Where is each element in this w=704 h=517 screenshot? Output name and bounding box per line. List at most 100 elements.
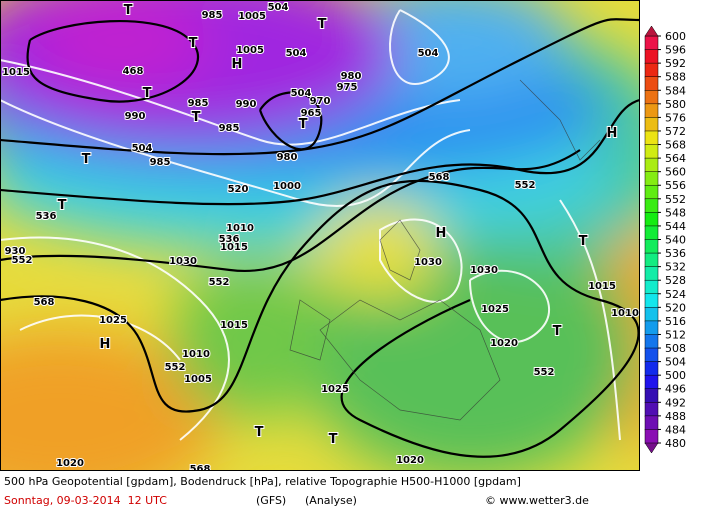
map-label: 1000 xyxy=(273,181,301,192)
map-label: T xyxy=(553,324,562,339)
colorbar-swatch xyxy=(644,157,659,173)
colorbar-label: 516 xyxy=(665,315,686,328)
map-label: H xyxy=(232,57,243,72)
colorbar-swatch xyxy=(644,279,659,295)
map-label: 990 xyxy=(125,111,146,122)
colorbar-swatch xyxy=(644,76,659,92)
colorbar-label: 540 xyxy=(665,234,686,247)
colorbar-swatch xyxy=(644,415,659,431)
map-label: T xyxy=(255,425,264,440)
map-frame xyxy=(0,0,640,471)
map-label: 1005 xyxy=(238,11,266,22)
colorbar-swatch xyxy=(644,117,659,132)
map-label: 1010 xyxy=(226,223,254,234)
colorbar-swatch xyxy=(644,320,659,336)
colorbar-label: 504 xyxy=(665,356,686,369)
map-label: 1020 xyxy=(490,338,518,349)
colorbar-swatch xyxy=(644,402,659,417)
map-label: 1020 xyxy=(396,455,424,466)
colorbar-swatch xyxy=(644,212,659,227)
map-label: 568 xyxy=(429,172,450,183)
colorbar-swatch xyxy=(644,429,659,444)
map-label: 1030 xyxy=(414,257,442,268)
map-label: T xyxy=(58,198,67,213)
map-label: 1010 xyxy=(611,308,639,319)
colorbar-label: 596 xyxy=(665,44,686,57)
map-label: 975 xyxy=(337,82,358,93)
map-label: 1025 xyxy=(481,304,509,315)
colorbar-label: 500 xyxy=(665,369,686,382)
map-label: 568 xyxy=(190,464,211,475)
map-label: T xyxy=(579,234,588,249)
colorbar-swatch xyxy=(644,239,659,254)
colorbar-swatch xyxy=(644,293,659,309)
map-label: 980 xyxy=(341,71,362,82)
colorbar-swatch xyxy=(644,103,659,119)
map-label: 552 xyxy=(534,367,555,378)
map-label: 985 xyxy=(202,10,223,21)
map-label: T xyxy=(329,432,338,447)
map-label: 1020 xyxy=(56,458,84,469)
colorbar-label: 568 xyxy=(665,139,686,152)
map-label: 1030 xyxy=(470,265,498,276)
map-label: 1015 xyxy=(220,320,248,331)
map-label: 1005 xyxy=(184,374,212,385)
footer-date: Sonntag, 09-03-2014 12 UTC xyxy=(4,494,167,507)
colorbar-swatch xyxy=(644,144,659,159)
colorbar-label: 528 xyxy=(665,274,686,287)
map-label: 990 xyxy=(236,99,257,110)
map-label: T xyxy=(318,17,327,32)
map-label: 504 xyxy=(418,48,439,59)
footer-title: 500 hPa Geopotential [gpdam], Bodendruck… xyxy=(4,475,521,488)
colorbar-label: 508 xyxy=(665,342,686,355)
colorbar-label: 536 xyxy=(665,247,686,260)
map-label: T xyxy=(189,36,198,51)
colorbar: 6005965925885845805765725685645605565525… xyxy=(644,25,686,454)
map-label: 504 xyxy=(268,2,289,13)
map-label: T xyxy=(192,110,201,125)
map-label: 552 xyxy=(165,362,186,373)
colorbar-label: 520 xyxy=(665,301,686,314)
colorbar-swatch xyxy=(644,90,659,105)
colorbar-label: 600 xyxy=(665,30,686,43)
colorbar-swatch xyxy=(644,347,659,363)
colorbar-label: 496 xyxy=(665,383,686,396)
colorbar-swatch xyxy=(644,266,659,281)
map-label: 1005 xyxy=(236,45,264,56)
colorbar-cap xyxy=(644,25,659,37)
map-label: 965 xyxy=(301,108,322,119)
map-label: 552 xyxy=(515,180,536,191)
map-label: 568 xyxy=(34,297,55,308)
colorbar-label: 564 xyxy=(665,152,686,165)
map-label: 504 xyxy=(286,48,307,59)
map-label: 504 xyxy=(132,143,153,154)
colorbar-swatch xyxy=(644,307,659,322)
colorbar-label: 556 xyxy=(665,179,686,192)
colorbar-swatch xyxy=(644,35,659,51)
map-label: 1015 xyxy=(2,67,30,78)
colorbar-swatch xyxy=(644,171,659,186)
map-label: 1015 xyxy=(588,281,616,292)
map-label: 1015 xyxy=(220,242,248,253)
colorbar-swatch xyxy=(644,184,659,200)
colorbar-swatch xyxy=(644,374,659,390)
colorbar-swatch xyxy=(644,388,659,404)
colorbar-swatch xyxy=(644,361,659,376)
map-label: 552 xyxy=(12,255,33,266)
colorbar-swatch xyxy=(644,62,659,78)
colorbar-label: 588 xyxy=(665,71,686,84)
map-label: 536 xyxy=(219,234,240,245)
map-label: H xyxy=(607,126,618,141)
map-label: 1010 xyxy=(182,349,210,360)
map-label: T xyxy=(124,3,133,18)
colorbar-swatch xyxy=(644,334,659,349)
colorbar-label: 512 xyxy=(665,328,686,341)
colorbar-label: 580 xyxy=(665,98,686,111)
map-label: 468 xyxy=(123,66,144,77)
map-label: 520 xyxy=(228,184,249,195)
colorbar-label: 548 xyxy=(665,206,686,219)
map-label: T xyxy=(82,152,91,167)
map-label: T xyxy=(143,86,152,101)
